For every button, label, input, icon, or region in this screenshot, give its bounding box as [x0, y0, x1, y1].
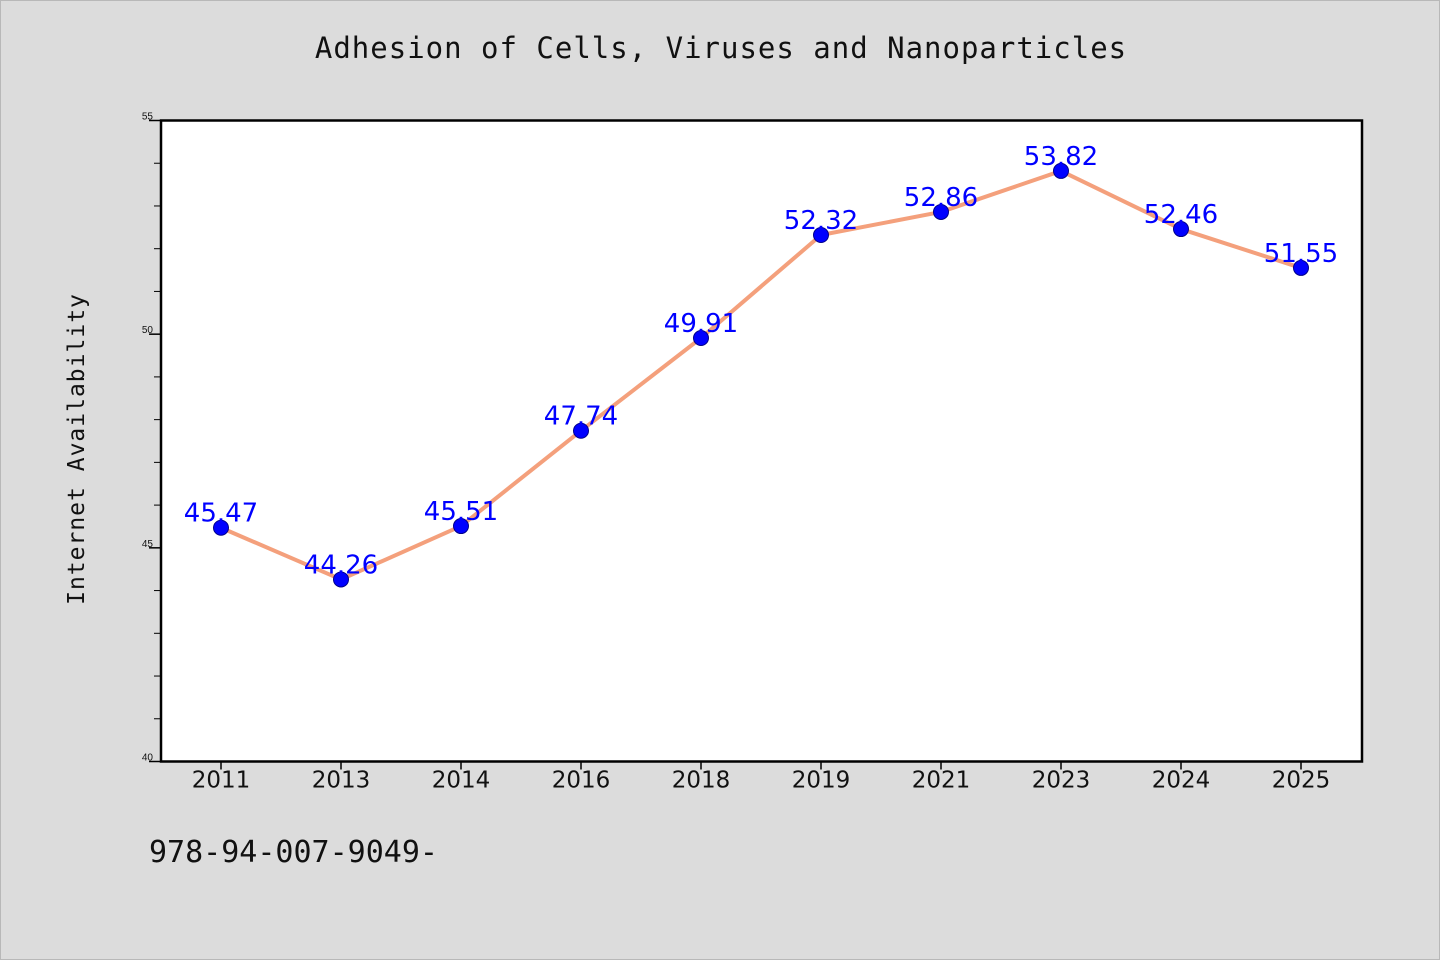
data-label: 52.46 [1144, 200, 1218, 230]
x-tick-label: 2013 [312, 768, 371, 794]
data-label: 52.86 [904, 183, 978, 213]
y-tick-label: 55 [142, 112, 154, 123]
y-minor-ticks [154, 162, 161, 720]
y-tick-label: 45 [142, 539, 154, 550]
y-tick-label: 50 [142, 325, 154, 336]
data-point [453, 518, 469, 535]
data-point [693, 330, 709, 347]
data-label: 47.74 [544, 402, 618, 432]
x-tick-label: 2018 [672, 768, 731, 794]
y-tick-label: 40 [142, 753, 154, 764]
x-tick-label: 2019 [792, 768, 851, 794]
data-label: 49.91 [664, 309, 738, 339]
markers [213, 162, 1309, 588]
data-point [333, 571, 349, 588]
data-label: 45.51 [424, 497, 498, 527]
x-tick-label: 2021 [912, 768, 971, 794]
x-ticks: 2011 2013 2014 2016 2018 2019 2021 2023 2024 2025 [192, 761, 1331, 794]
x-tick-label: 2024 [1152, 768, 1211, 794]
x-tick-label: 2016 [552, 768, 611, 794]
chart-title: Adhesion of Cells, Viruses and Nanoparti… [314, 31, 1128, 65]
data-point [573, 422, 589, 439]
x-tick-label: 2025 [1272, 768, 1331, 794]
y-ticks: 40 45 50 55 [142, 112, 161, 764]
x-tick-label: 2014 [432, 768, 491, 794]
data-label: 51.55 [1264, 239, 1338, 269]
data-label: 44.26 [304, 550, 378, 580]
data-label: 53.82 [1024, 142, 1098, 172]
footer-code: 978-94-007-9049- [149, 835, 438, 870]
data-point [1293, 259, 1309, 276]
x-tick-label: 2023 [1032, 768, 1091, 794]
data-labels: 45.47 44.26 45.51 47.74 49.91 52.32 52.86 53.82… [184, 142, 1338, 581]
data-point [1053, 162, 1069, 179]
data-point [1173, 221, 1189, 238]
data-point [933, 203, 949, 220]
x-tick-label: 2011 [192, 768, 251, 794]
data-label: 52.32 [784, 206, 858, 236]
data-point [213, 519, 229, 536]
plot-area [159, 119, 1364, 763]
data-point [813, 227, 829, 244]
series-line [219, 168, 1303, 582]
data-label: 45.47 [184, 499, 258, 529]
